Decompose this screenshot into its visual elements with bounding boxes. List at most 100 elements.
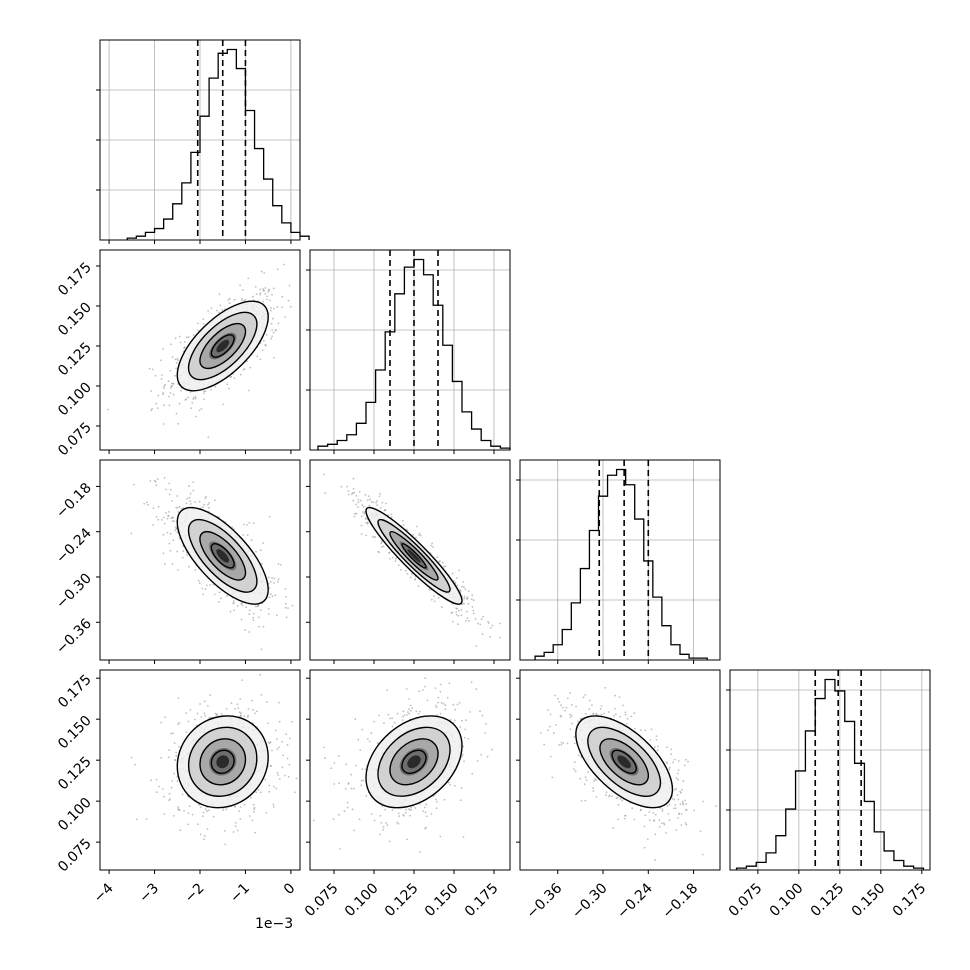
scatter-point — [170, 732, 173, 735]
scatter-point — [453, 579, 455, 582]
scatter-point — [471, 772, 474, 775]
scatter-point — [584, 694, 587, 696]
scatter-point — [173, 759, 176, 761]
scatter-point — [236, 829, 239, 832]
scatter-point — [168, 482, 171, 485]
x-tick-label: −3 — [136, 880, 162, 906]
scatter-point — [245, 606, 248, 609]
scatter-point — [649, 739, 652, 741]
scatter-point — [549, 725, 551, 728]
scatter-point — [301, 736, 303, 738]
scatter-panel-1-0 — [99, 249, 301, 451]
x-tick-label: 0.150 — [849, 880, 889, 920]
scatter-point — [670, 748, 673, 751]
scatter-point — [247, 708, 250, 710]
y-tick-label: 0.075 — [55, 836, 95, 876]
scatter-point — [463, 595, 466, 598]
x-tick-label: −0.30 — [569, 880, 611, 922]
scatter-point — [595, 796, 598, 798]
scatter-point — [428, 588, 431, 591]
scatter-point — [174, 337, 177, 340]
scatter-point — [207, 705, 209, 707]
scatter-point — [433, 595, 435, 597]
scatter-point — [442, 702, 445, 705]
scatter-point — [466, 617, 469, 620]
scatter-point — [569, 713, 571, 716]
scatter-point — [275, 787, 278, 790]
scatter-point — [214, 385, 217, 388]
scatter-point — [663, 822, 665, 825]
scatter-point — [486, 755, 489, 758]
scatter-point — [463, 586, 465, 588]
scatter-point — [197, 322, 199, 325]
scatter-point — [354, 512, 356, 515]
scatter-point — [360, 779, 363, 782]
y-tick-label: 0.125 — [55, 340, 95, 380]
scatter-point — [575, 705, 577, 708]
scatter-point — [671, 798, 674, 800]
scatter-point — [251, 819, 254, 822]
scatter-point — [172, 382, 175, 385]
scatter-point — [648, 811, 651, 813]
scatter-point — [294, 791, 296, 794]
scatter-point — [439, 690, 442, 693]
scatter-point — [268, 742, 271, 745]
scatter-point — [200, 408, 203, 410]
scatter-point — [202, 392, 205, 395]
scatter-point — [205, 495, 208, 498]
scatter-point — [233, 609, 236, 611]
scatter-point — [673, 798, 676, 801]
scatter-point — [201, 815, 204, 818]
axes-frame — [729, 669, 931, 871]
scatter-point — [675, 777, 678, 779]
scatter-point — [251, 699, 253, 702]
scatter-point — [286, 757, 289, 760]
scatter-point — [275, 329, 277, 331]
scatter-point — [443, 565, 445, 568]
scatter-point — [168, 493, 171, 496]
scatter-point — [352, 787, 355, 790]
scatter-point — [234, 825, 237, 828]
scatter-point — [407, 711, 409, 714]
scatter-point — [415, 710, 418, 713]
scatter-point — [284, 606, 287, 609]
x-tick-label: 0.100 — [342, 880, 382, 920]
scatter-point — [169, 549, 172, 552]
scatter-point — [252, 295, 254, 298]
scatter-point — [273, 582, 275, 584]
scatter-point — [271, 329, 274, 331]
scatter-point — [273, 577, 276, 580]
scatter-point — [240, 618, 243, 621]
scatter-point — [220, 713, 223, 715]
scatter-point — [194, 569, 197, 571]
scatter-point — [421, 689, 424, 691]
scatter-point — [633, 712, 636, 715]
scatter-point — [376, 504, 379, 507]
scatter-point — [680, 813, 683, 815]
density-fill — [216, 339, 230, 353]
scatter-point — [625, 723, 628, 725]
scatter-point — [177, 808, 180, 811]
scatter-point — [175, 527, 178, 530]
scatter-point — [685, 803, 687, 805]
scatter-point — [465, 598, 468, 600]
contour-line — [611, 749, 637, 774]
scatter-point — [584, 712, 587, 715]
contour-line — [210, 749, 235, 774]
scatter-point — [175, 412, 178, 415]
scatter-point — [185, 731, 188, 734]
scatter-point — [579, 777, 582, 780]
scatter-point — [677, 769, 680, 771]
scatter-point — [481, 633, 484, 636]
scatter-point — [354, 718, 357, 721]
scatter-point — [164, 716, 167, 719]
scatter-point — [177, 359, 179, 362]
scatter-point — [278, 701, 280, 704]
scatter-point — [564, 709, 566, 712]
scatter-point — [583, 783, 586, 786]
scatter-point — [465, 719, 467, 722]
scatter-point — [268, 784, 271, 787]
scatter-point — [436, 714, 439, 716]
scatter-point — [404, 811, 407, 814]
contour-line — [365, 715, 463, 809]
